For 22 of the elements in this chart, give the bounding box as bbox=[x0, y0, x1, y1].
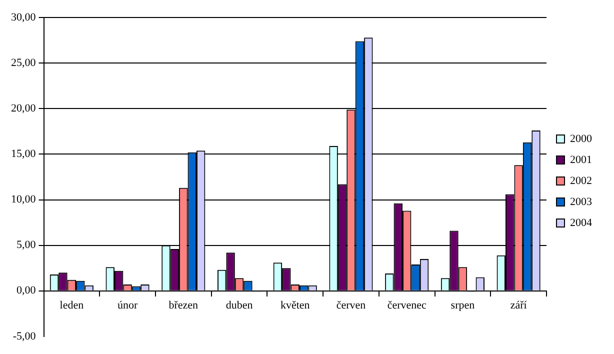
legend-label: 2004 bbox=[570, 216, 592, 229]
y-tick-label: 5,00 bbox=[16, 239, 36, 252]
x-tick-label: leden bbox=[60, 299, 84, 312]
legend-label: 2002 bbox=[570, 174, 592, 187]
x-tick-label: březen bbox=[168, 299, 199, 312]
x-tick-label: červenec bbox=[387, 299, 426, 312]
legend-label: 2003 bbox=[570, 196, 592, 208]
legend-label: 2000 bbox=[570, 132, 592, 145]
y-tick-label: -5,00 bbox=[12, 330, 36, 342]
x-tick-label: duben bbox=[226, 299, 254, 312]
x-tick-label: červen bbox=[336, 299, 366, 312]
x-tick-label: srpen bbox=[450, 299, 476, 312]
x-tick-label: květen bbox=[280, 299, 310, 312]
y-tick-label: 30,00 bbox=[11, 11, 36, 24]
x-tick-label: září bbox=[510, 299, 527, 312]
x-tick-label: únor bbox=[117, 299, 138, 312]
y-tick-label: 25,00 bbox=[11, 57, 36, 70]
y-tick-label: 10,00 bbox=[11, 194, 36, 206]
legend-label: 2001 bbox=[570, 154, 592, 166]
y-tick-label: 20,00 bbox=[11, 102, 36, 115]
y-tick-label: 15,00 bbox=[11, 148, 36, 160]
y-tick-label: 0,00 bbox=[16, 284, 36, 297]
